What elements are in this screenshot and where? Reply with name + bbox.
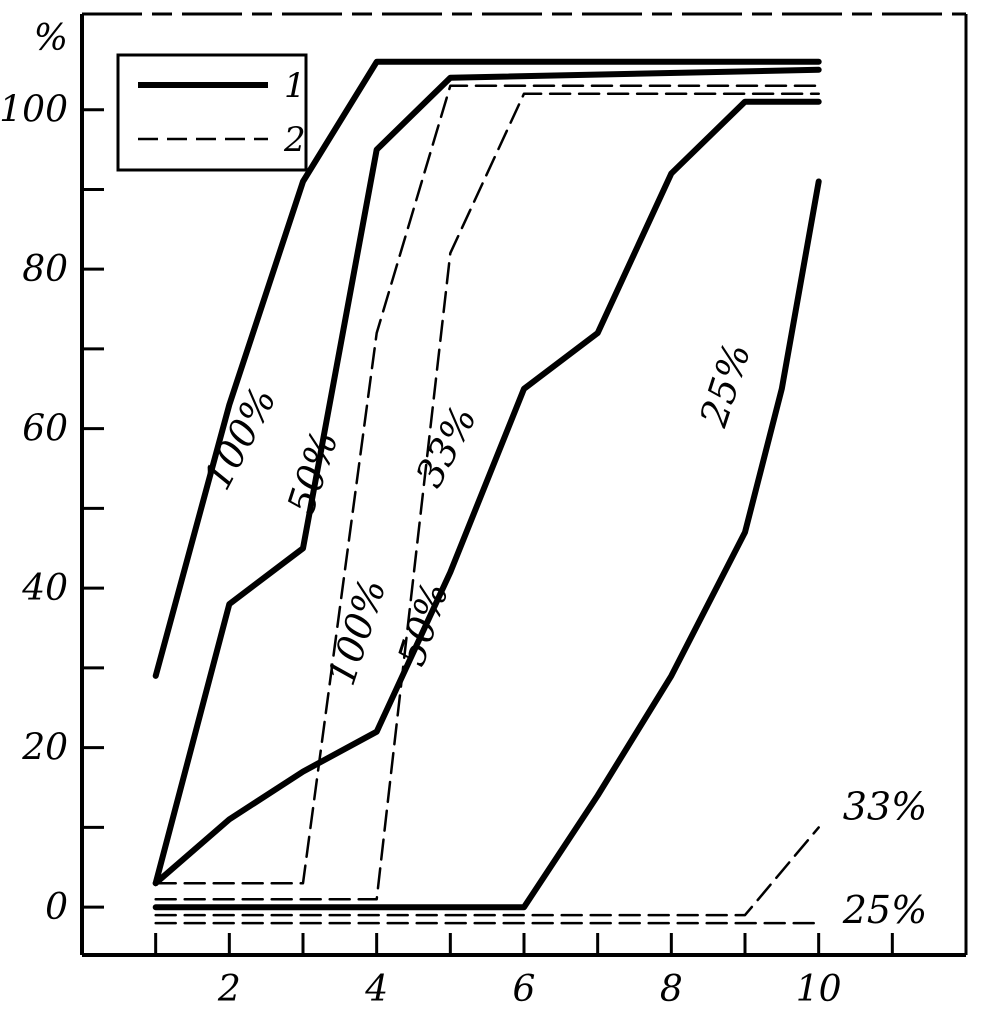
- series-line-solid-1: [152, 66, 822, 887]
- x-tick-label: 4: [364, 969, 388, 1010]
- curve-label-solid-0: 100%: [195, 380, 285, 497]
- series-line-dashed-4: [154, 84, 820, 885]
- y-tick-label: 60: [22, 409, 68, 450]
- curve-label-dashed-6: 33%: [843, 784, 927, 828]
- x-tick-label: 2: [217, 969, 241, 1010]
- x-tick-label: 10: [796, 969, 842, 1010]
- y-tick-label: 40: [21, 568, 68, 609]
- legend-box: [116, 53, 308, 172]
- series-line-solid-2: [152, 98, 822, 887]
- curve-label-solid-2: 33%: [407, 399, 486, 494]
- series-line-dashed-5: [154, 92, 820, 901]
- curve-label-dashed-4: 100%: [319, 574, 394, 691]
- curve-label-dashed-7: 25%: [842, 888, 927, 932]
- curve-label-solid-1: 50%: [279, 426, 347, 520]
- y-tick-label: 20: [21, 728, 68, 769]
- series-line-dashed-6: [154, 826, 820, 917]
- series-line-solid-3: [152, 178, 822, 911]
- x-tick-label: 8: [660, 969, 683, 1010]
- legend-label: 1: [284, 66, 306, 106]
- curve-label-dashed-5: 50%: [389, 577, 457, 671]
- curve-label-solid-3: 25%: [691, 338, 759, 433]
- y-tick-label: 100: [0, 90, 68, 131]
- legend-label: 2: [283, 120, 306, 160]
- y-axis-unit-label: %: [34, 18, 68, 59]
- x-tick-label: 6: [513, 969, 536, 1010]
- series-line-solid-0: [152, 58, 822, 679]
- y-tick-label: 0: [45, 887, 68, 928]
- y-tick-label: 80: [22, 249, 68, 290]
